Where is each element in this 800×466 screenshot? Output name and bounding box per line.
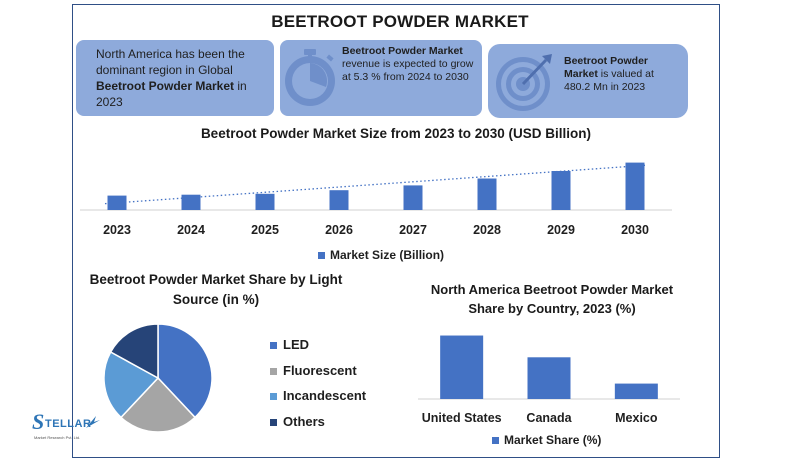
svg-text:Market Research Pvt. Ltd.: Market Research Pvt. Ltd. <box>34 435 80 440</box>
card-value-text-post: is valued at 480.2 Mn in 2023 <box>564 68 654 93</box>
target-icon <box>496 54 552 111</box>
pie-slice-fluorescent <box>119 376 197 433</box>
legend-label-incandescent: Incandescent <box>283 388 367 403</box>
bar-united-states <box>440 335 484 399</box>
stopwatch-icon <box>285 49 335 106</box>
pie-slice-led <box>157 323 213 419</box>
x-tick-label: Mexico <box>615 411 658 425</box>
market-size-legend: Market Size (Billion) <box>318 248 444 262</box>
card-region-text-post: in 2023 <box>96 79 247 109</box>
card-growth-text-bold: Beetroot Powder Market <box>342 45 463 57</box>
legend-swatch <box>492 437 499 445</box>
info-card-region: North America has been the dominant regi… <box>76 40 274 116</box>
page-title: BEETROOT POWDER MARKET <box>271 12 529 31</box>
legend-item-fluorescent: Fluorescent <box>270 362 366 388</box>
market-size-chart-title: Beetroot Powder Market Size from 2023 to… <box>200 126 592 141</box>
x-tick-label: 2028 <box>473 223 501 237</box>
info-card-growth: Beetroot Powder Market revenue is expect… <box>280 40 482 116</box>
legend-label-led: LED <box>283 337 309 352</box>
bar-2025 <box>255 193 275 210</box>
bar-2028 <box>477 178 497 210</box>
x-tick-label: 2025 <box>251 223 279 237</box>
country-share-legend-label: Market Share (%) <box>504 433 602 447</box>
card-region-text-pre: North America has been the dominant regi… <box>96 47 245 77</box>
light-source-chart-title: Beetroot Powder Market Share by Light So… <box>89 272 343 307</box>
info-card-value: Beetroot Powder Market is valued at 480.… <box>488 44 688 118</box>
card-value-text: Beetroot Powder Market is valued at 480.… <box>564 55 682 94</box>
legend-label-fluorescent: Fluorescent <box>283 362 357 378</box>
legend-item-incandescent: Incandescent <box>270 387 366 413</box>
stellar-logo-graphic: S TELLAR Market Research Pvt. Ltd. <box>32 409 100 440</box>
card-value-text-bold: Beetroot Powder Market <box>564 55 649 80</box>
legend-swatch <box>270 393 277 401</box>
x-tick-label: 2026 <box>325 223 353 237</box>
legend-item-others: Others <box>270 413 366 439</box>
pie-slice-others <box>109 323 159 380</box>
x-tick-label: Canada <box>526 411 572 425</box>
x-tick-label: 2030 <box>621 223 649 237</box>
card-growth-text: Beetroot Powder Market revenue is expect… <box>342 45 478 84</box>
legend-item-led: LED <box>270 336 366 362</box>
market-size-legend-label: Market Size (Billion) <box>330 248 445 262</box>
legend-swatch <box>270 342 277 350</box>
legend-swatch <box>270 418 277 426</box>
legend-label-others: Others <box>283 413 325 429</box>
bar-2030 <box>625 162 645 210</box>
pie-slice-incandescent <box>103 350 160 419</box>
x-tick-label: 2023 <box>103 223 131 237</box>
legend-swatch <box>318 252 325 260</box>
light-source-legend: LED Fluorescent Incandescent Others <box>270 336 366 438</box>
card-region-text-bold: Beetroot Powder Market <box>96 79 235 93</box>
x-tick-label: 2029 <box>547 223 575 237</box>
x-tick-label: 2024 <box>177 223 205 237</box>
stellar-logo: S TELLAR Market Research Pvt. Ltd. <box>30 409 110 449</box>
country-chart-title: North America Beetroot Powder Market Sha… <box>430 282 674 316</box>
bar-2027 <box>403 185 423 210</box>
bar-mexico <box>614 383 658 399</box>
country-share-chart: United States Canada Mexico <box>418 335 680 425</box>
card-growth-text-post: revenue is expected to grow at 5.3 % fro… <box>342 58 474 83</box>
light-source-pie-chart <box>103 323 213 433</box>
legend-swatch <box>270 367 277 375</box>
svg-text:S: S <box>32 410 44 434</box>
country-share-legend: Market Share (%) <box>492 433 601 447</box>
svg-text:TELLAR: TELLAR <box>45 418 91 430</box>
card-region-text: North America has been the dominant regi… <box>96 46 268 110</box>
x-tick-label: 2027 <box>399 223 427 237</box>
market-size-chart: 2023 2024 2025 2026 2027 2028 2029 2030 <box>80 162 672 237</box>
bar-2026 <box>329 190 349 210</box>
x-tick-label: United States <box>422 411 502 425</box>
bar-canada <box>527 357 571 399</box>
bar-2029 <box>551 171 571 210</box>
